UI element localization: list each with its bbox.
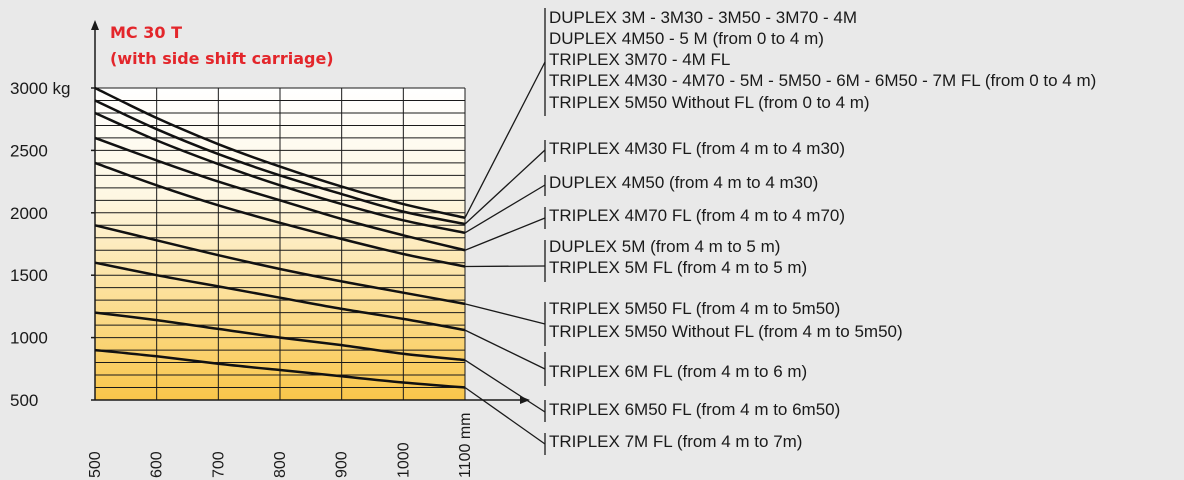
capacity-curve — [94, 261, 466, 332]
curve-label: TRIPLEX 6M50 FL (from 4 m to 6m50) — [549, 400, 840, 419]
leader-line — [464, 61, 546, 219]
capacity-curve — [94, 136, 466, 252]
curve-label: DUPLEX 4M50 - 5 M (from 0 to 4 m) — [549, 29, 824, 48]
curve-label: TRIPLEX 7M FL (from 4 m to 7m) — [549, 432, 802, 451]
x-tick-labels: 500 600 700 800 900 1000 1100 mm — [87, 412, 474, 478]
leader-line — [464, 217, 546, 251]
curve-label: TRIPLEX 5M50 Without FL (from 4 m to 5m5… — [549, 322, 903, 341]
y-tick-label: 1500 — [10, 266, 48, 285]
chart-subtitle: (with side shift carriage) — [110, 49, 334, 68]
curve-label: TRIPLEX 6M FL (from 4 m to 6 m) — [549, 362, 807, 381]
grid-lines — [95, 87, 466, 400]
y-tick-label: 1000 — [10, 329, 48, 348]
capacity-curves — [94, 86, 466, 389]
leader-line — [464, 303, 546, 325]
curve-label: TRIPLEX 4M30 FL (from 4 m to 4 m30) — [549, 139, 845, 158]
y-tick-label: 3000 kg — [10, 79, 71, 98]
curve-label: TRIPLEX 4M70 FL (from 4 m to 4 m70) — [549, 206, 845, 225]
curve-label: TRIPLEX 4M30 - 4M70 - 5M - 5M50 - 6M - 6… — [549, 71, 1096, 90]
y-axis-arrow — [91, 20, 99, 30]
curve-label: TRIPLEX 3M70 - 4M FL — [549, 50, 730, 69]
capacity-curve — [94, 348, 466, 389]
capacity-curve — [94, 224, 466, 306]
capacity-curve — [94, 311, 466, 362]
leader-line — [464, 359, 546, 413]
x-tick-label: 1000 — [395, 442, 412, 478]
curve-label: DUPLEX 5M (from 4 m to 5 m) — [549, 237, 780, 256]
chart-title: MC 30 T — [110, 23, 182, 42]
curve-label: TRIPLEX 5M FL (from 4 m to 5 m) — [549, 258, 807, 277]
y-tick-label: 500 — [10, 391, 38, 410]
x-tick-label: 600 — [149, 451, 166, 478]
leader-line — [464, 386, 546, 445]
leader-line — [464, 149, 546, 225]
y-tick-label: 2500 — [10, 141, 48, 160]
leader-lines — [464, 8, 546, 455]
capacity-curve — [94, 111, 466, 235]
y-tick-labels: 3000 kg 2500 2000 1500 1000 500 — [10, 79, 95, 410]
x-tick-label: 900 — [334, 451, 351, 478]
curve-label: TRIPLEX 5M50 FL (from 4 m to 5m50) — [549, 299, 840, 318]
x-tick-label: 1100 mm — [457, 412, 474, 478]
capacity-curve — [94, 99, 466, 226]
leader-line — [464, 184, 546, 234]
curve-label: TRIPLEX 5M50 Without FL (from 0 to 4 m) — [549, 93, 870, 112]
curve-label: DUPLEX 4M50 (from 4 m to 4 m30) — [549, 173, 818, 192]
x-tick-label: 700 — [210, 451, 227, 478]
leader-line — [464, 329, 546, 370]
capacity-curve — [94, 86, 466, 220]
curve-labels: DUPLEX 3M - 3M30 - 3M50 - 3M70 - 4M DUPLE… — [549, 8, 1096, 451]
y-tick-label: 2000 — [10, 204, 48, 223]
x-tick-label: 800 — [272, 451, 289, 478]
x-tick-label: 500 — [87, 451, 104, 478]
curve-label: DUPLEX 3M - 3M30 - 3M50 - 3M70 - 4M — [549, 8, 857, 27]
capacity-curve — [94, 161, 466, 268]
